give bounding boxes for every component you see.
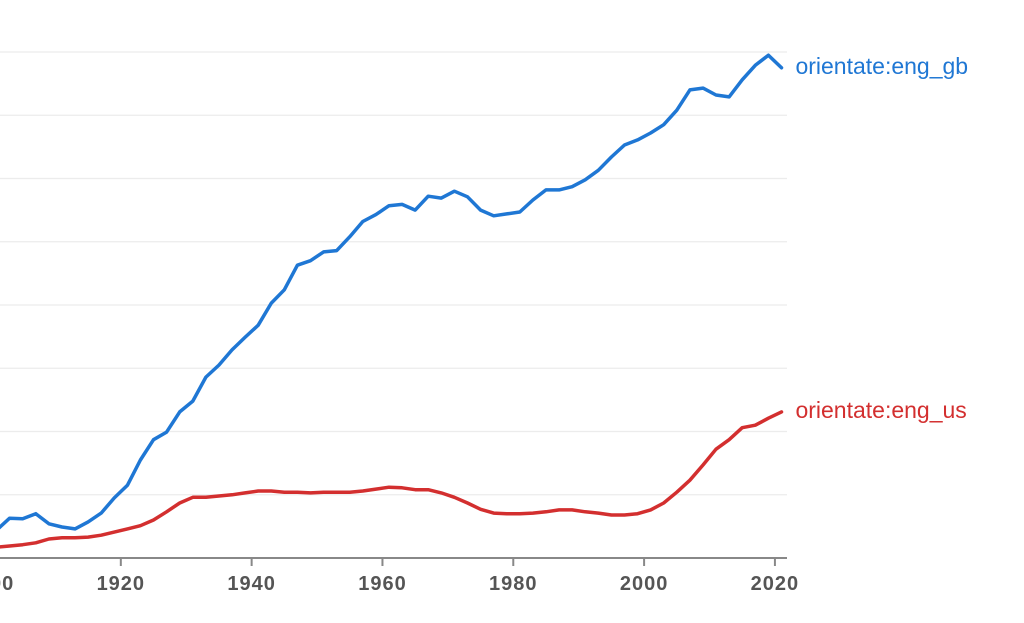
x-tick-label: 2020 (751, 573, 800, 595)
series-line (0, 53, 784, 531)
x-tick-label: 1920 (97, 573, 146, 595)
series-line (0, 410, 784, 549)
x-tick-label: 1980 (489, 573, 538, 595)
x-tick-label: 1960 (358, 573, 407, 595)
x-tick-label: 1940 (227, 573, 276, 595)
series-label: orientate:eng_gb (795, 53, 968, 79)
series-label: orientate:eng_us (795, 397, 966, 423)
x-tick-label: 2000 (620, 573, 669, 595)
x-tick-label: 1900 (0, 573, 14, 595)
